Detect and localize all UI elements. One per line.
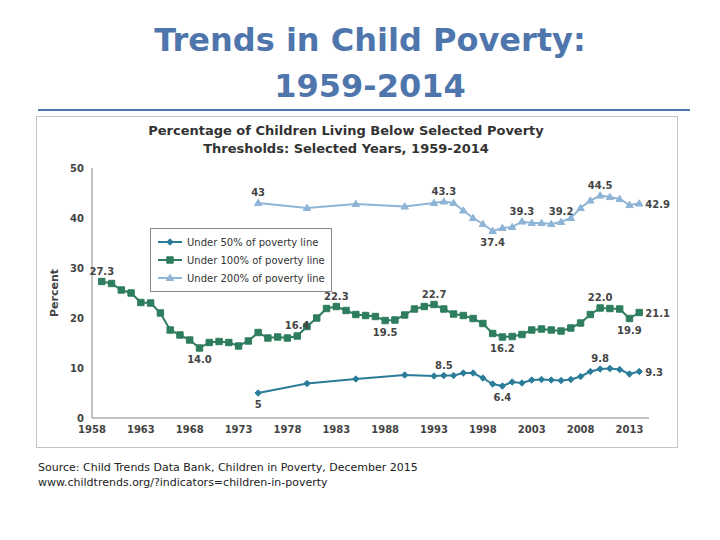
svg-text:22.3: 22.3	[324, 291, 349, 302]
svg-text:43.3: 43.3	[431, 186, 456, 197]
svg-text:6.4: 6.4	[494, 392, 512, 403]
svg-text:1968: 1968	[176, 424, 204, 435]
svg-text:14.0: 14.0	[187, 354, 212, 365]
svg-text:1993: 1993	[420, 424, 448, 435]
html-text:Source: Child Trends Data Bank: Source: Child Trends Data Bank, Children…	[38, 461, 418, 474]
svg-text:10: 10	[70, 363, 84, 374]
svg-text:37.4: 37.4	[480, 237, 505, 248]
svg-text:19.9: 19.9	[617, 325, 642, 336]
svg-text:43: 43	[251, 187, 265, 198]
svg-text:1973: 1973	[225, 424, 253, 435]
svg-text:2013: 2013	[616, 424, 644, 435]
svg-text:39.3: 39.3	[510, 206, 535, 217]
svg-text:40: 40	[70, 213, 84, 224]
svg-text:22.0: 22.0	[588, 292, 613, 303]
svg-text:1998: 1998	[469, 424, 497, 435]
svg-text:30: 30	[70, 263, 84, 274]
svg-text:44.5: 44.5	[588, 180, 613, 191]
svg-text:39.2: 39.2	[549, 206, 574, 217]
svg-text:9.3: 9.3	[645, 367, 663, 378]
html-text:Trends in Child Poverty:: Trends in Child Poverty:	[154, 21, 586, 59]
svg-text:9.8: 9.8	[591, 353, 609, 364]
svg-text:1978: 1978	[274, 424, 302, 435]
html-text:Thresholds: Selected Years, 19: Thresholds: Selected Years, 1959-2014	[203, 141, 489, 156]
svg-text:19.5: 19.5	[373, 327, 398, 338]
svg-text:22.7: 22.7	[422, 289, 447, 300]
svg-text:27.3: 27.3	[89, 266, 114, 277]
html-text:Percentage of Children Living: Percentage of Children Living Below Sele…	[148, 123, 544, 138]
svg-text:1988: 1988	[371, 424, 399, 435]
svg-text:50: 50	[70, 163, 84, 174]
svg-text:1963: 1963	[127, 424, 155, 435]
html-text:www.childtrends.org/?indicator: www.childtrends.org/?indicators=children…	[38, 476, 328, 489]
svg-text:16.4: 16.4	[285, 320, 310, 331]
svg-text:42.9: 42.9	[645, 199, 670, 210]
svg-text:1958: 1958	[78, 424, 106, 435]
svg-text:21.1: 21.1	[645, 308, 670, 319]
html-text:Under 50% of poverty line: Under 50% of poverty line	[187, 236, 319, 248]
svg-text:16.2: 16.2	[490, 343, 515, 354]
html-text:1959-2014: 1959-2014	[274, 67, 466, 105]
svg-text:20: 20	[70, 313, 84, 324]
svg-text:8.5: 8.5	[435, 360, 453, 371]
svg-text:1983: 1983	[322, 424, 350, 435]
html-text:Under 100% of poverty line: Under 100% of poverty line	[187, 254, 325, 266]
svg-text:2008: 2008	[567, 424, 595, 435]
svg-text:2003: 2003	[518, 424, 546, 435]
svg-text:Percent: Percent	[48, 269, 61, 317]
svg-text:5: 5	[255, 399, 262, 410]
svg-text:0: 0	[77, 413, 84, 424]
html-text:Under 200% of poverty line: Under 200% of poverty line	[187, 272, 325, 284]
